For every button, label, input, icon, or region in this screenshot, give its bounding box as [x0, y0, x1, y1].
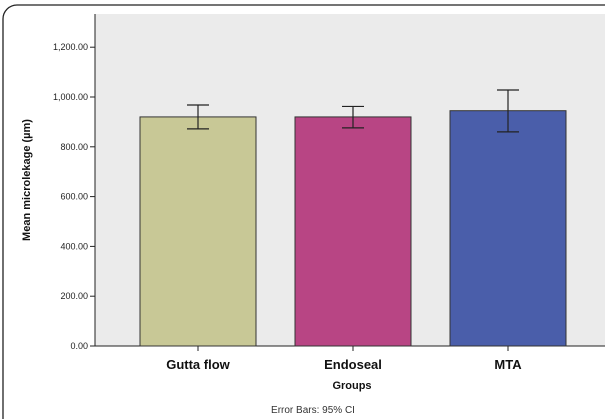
- bar: [139, 116, 257, 347]
- error-bars: [187, 89, 519, 133]
- y-tick-label: 1,200.00: [53, 42, 88, 52]
- y-tick-label: 400.00: [60, 241, 88, 251]
- y-tick-label: 1,000.00: [53, 92, 88, 102]
- x-category-label: Gutta flow: [166, 357, 230, 372]
- y-tick-label: 200.00: [60, 291, 88, 301]
- error-bars-footnote: Error Bars: 95% CI: [271, 405, 355, 416]
- x-category-label: Endoseal: [324, 357, 382, 372]
- y-axis-title: Mean microlekage (µm): [21, 119, 33, 241]
- y-tick-label: 800.00: [60, 142, 88, 152]
- bar: [449, 110, 567, 347]
- bar: [294, 116, 412, 347]
- y-axis-ticks: 0.00 200.00 400.00 600.00 800.00 1,000.00 1,20…: [53, 42, 95, 351]
- y-tick-label: 600.00: [60, 192, 88, 202]
- bars: [139, 110, 567, 351]
- y-tick-label: 0.00: [70, 341, 88, 351]
- x-axis-title: Groups: [332, 380, 371, 392]
- x-axis-labels: Gutta flow Endoseal MTA: [166, 357, 522, 372]
- x-category-label: MTA: [494, 357, 522, 372]
